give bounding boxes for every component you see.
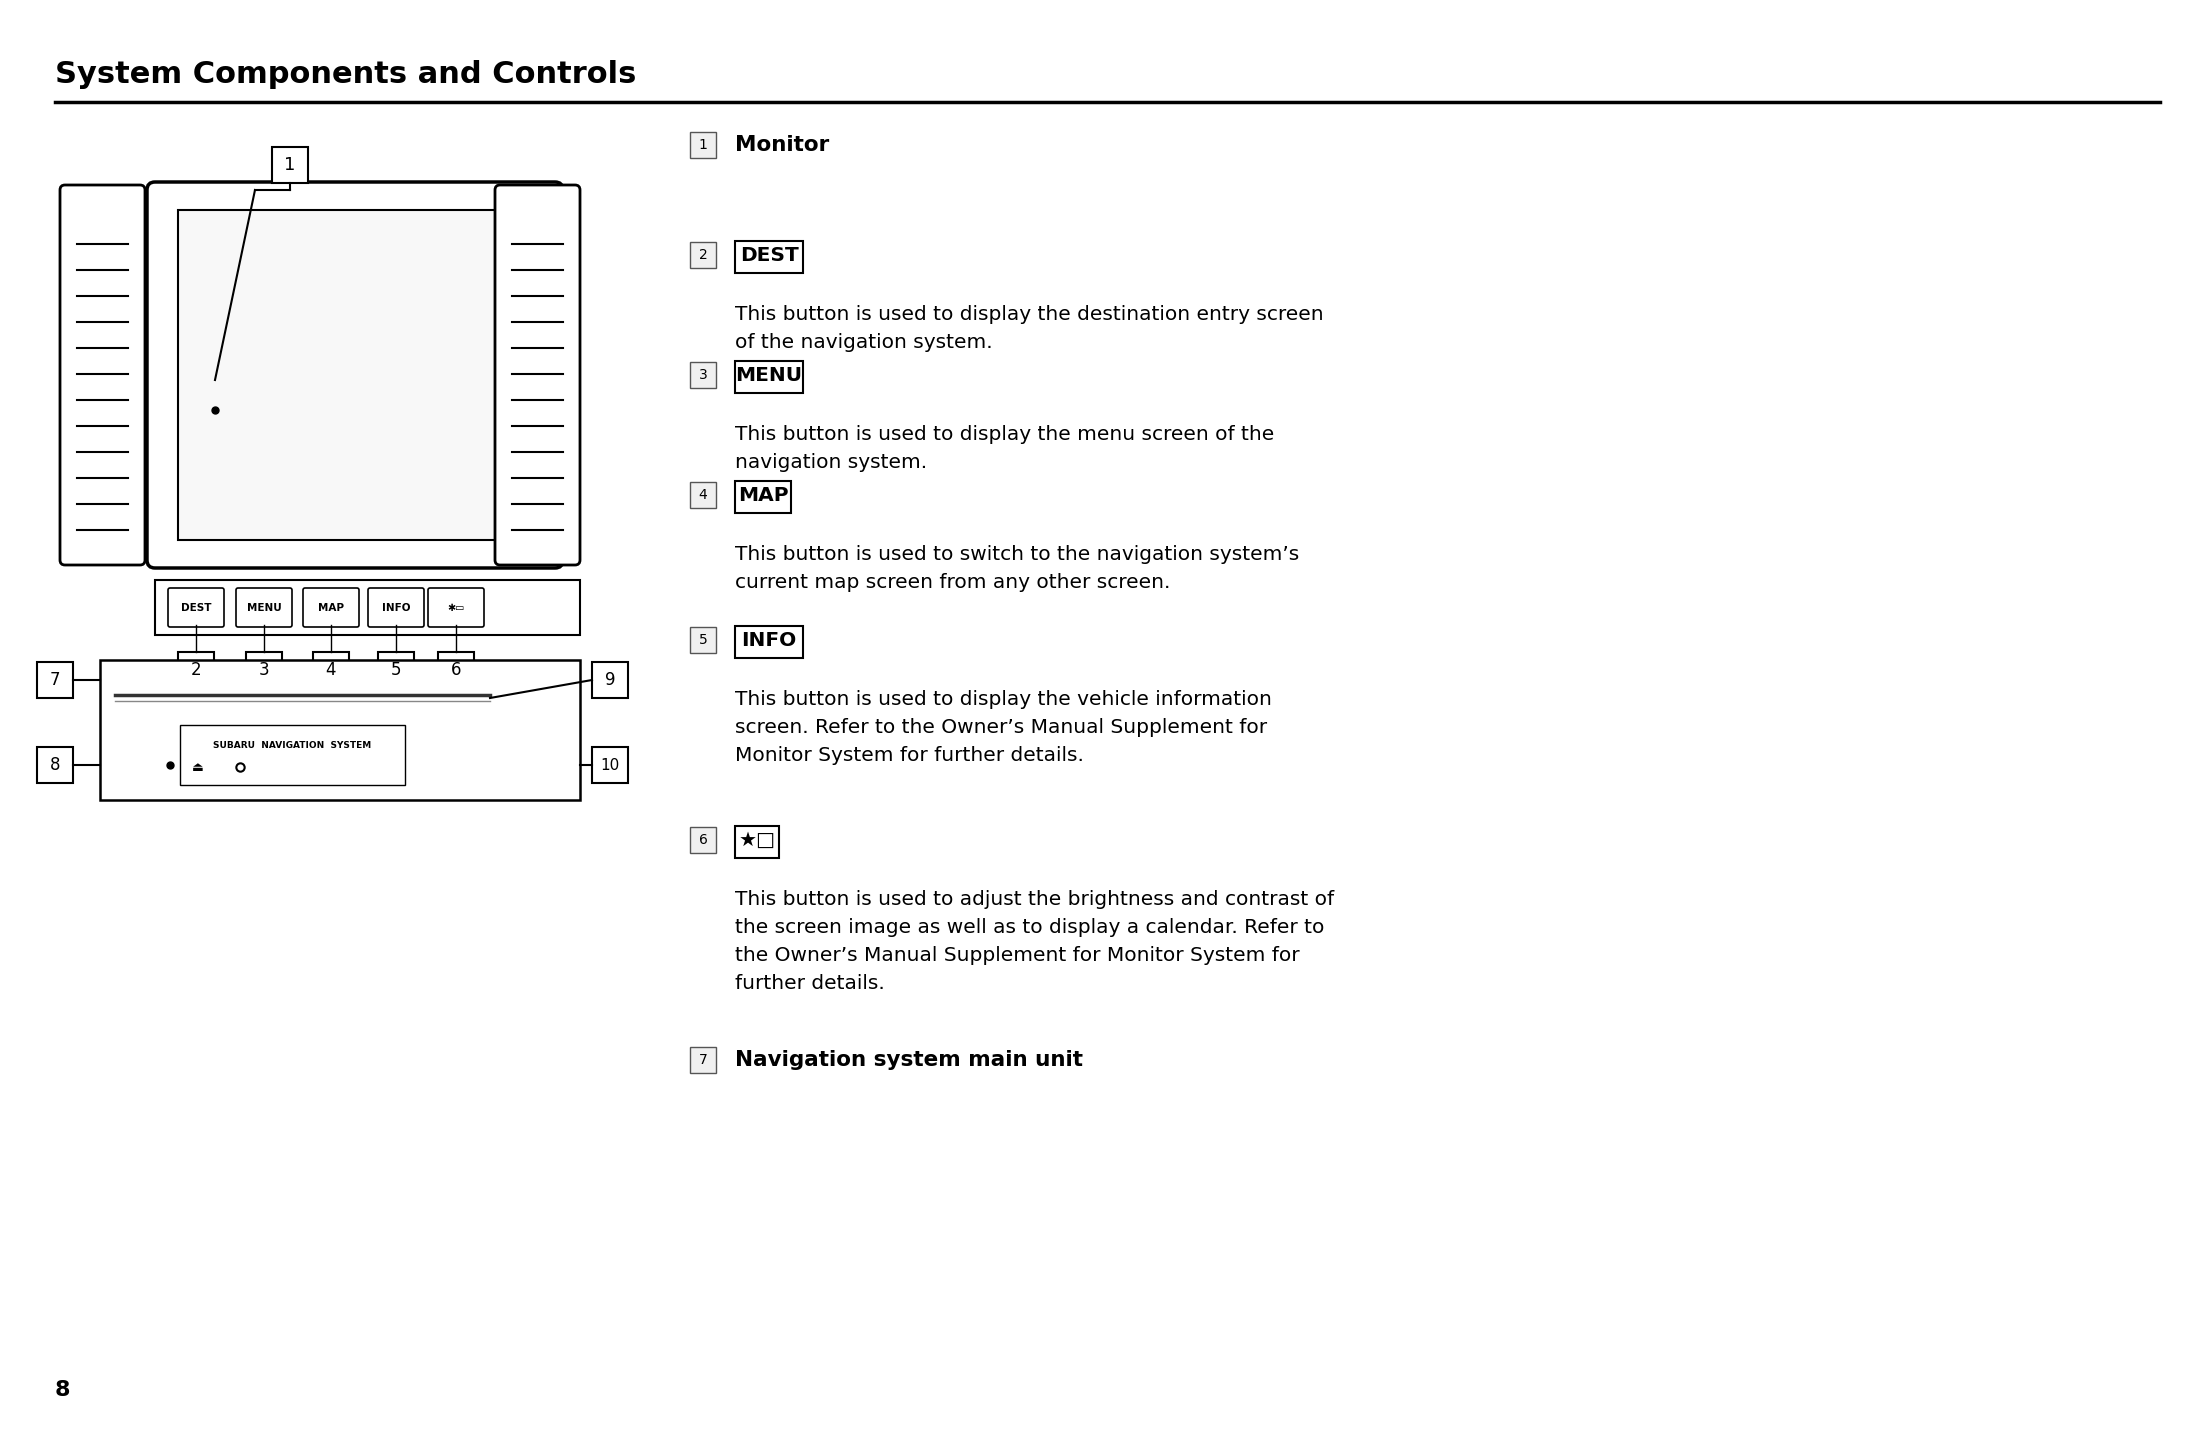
Text: This button is used to display the destination entry screen: This button is used to display the desti… [735,305,1323,325]
Bar [689,626,715,654]
Bar [735,480,790,513]
Text: 7: 7 [698,1052,707,1067]
FancyBboxPatch shape [236,588,291,626]
Text: 8: 8 [55,1380,71,1400]
FancyBboxPatch shape [60,184,146,565]
Text: ⏏: ⏏ [192,761,203,774]
Bar [38,746,73,784]
Text: MENU: MENU [735,366,802,385]
Text: MAP: MAP [737,486,788,505]
Text: 6: 6 [450,661,461,679]
Bar [689,132,715,157]
Text: 4: 4 [698,488,707,502]
Bar [38,662,73,698]
Text: 8: 8 [51,756,60,774]
FancyBboxPatch shape [168,588,223,626]
Bar [735,827,779,858]
Bar [314,652,349,688]
Text: 4: 4 [327,661,336,679]
FancyBboxPatch shape [148,182,563,568]
Bar [155,581,581,635]
Text: INFO: INFO [742,631,797,649]
Text: Monitor: Monitor [735,134,830,154]
Text: DEST: DEST [740,246,799,265]
Text: System Components and Controls: System Components and Controls [55,60,636,89]
Bar [378,652,415,688]
Text: current map screen from any other screen.: current map screen from any other screen… [735,573,1170,592]
Bar [735,360,804,393]
Text: This button is used to switch to the navigation system’s: This button is used to switch to the nav… [735,545,1298,563]
Bar [272,147,307,183]
Text: MAP: MAP [318,602,344,612]
Text: Navigation system main unit: Navigation system main unit [735,1050,1082,1070]
Bar [689,362,715,388]
Text: This button is used to display the vehicle information: This button is used to display the vehic… [735,691,1272,709]
Text: Monitor System for further details.: Monitor System for further details. [735,746,1084,765]
Bar [437,652,475,688]
Text: the screen image as well as to display a calendar. Refer to: the screen image as well as to display a… [735,918,1325,937]
Text: MENU: MENU [247,602,280,612]
Text: 1: 1 [698,139,707,152]
Text: 3: 3 [698,368,707,382]
Bar [689,482,715,508]
Text: navigation system.: navigation system. [735,453,927,472]
FancyBboxPatch shape [495,184,581,565]
Text: ✱▭: ✱▭ [448,602,464,612]
Text: 7: 7 [51,671,60,689]
Bar [689,1047,715,1072]
Text: 3: 3 [258,661,269,679]
Bar [99,661,581,799]
Bar [179,652,214,688]
FancyBboxPatch shape [428,588,484,626]
FancyBboxPatch shape [302,588,360,626]
Bar [689,242,715,267]
Bar [592,662,627,698]
Text: 2: 2 [190,661,201,679]
Text: DEST: DEST [181,602,212,612]
Text: This button is used to display the menu screen of the: This button is used to display the menu … [735,425,1274,443]
Bar [689,827,715,854]
Text: 5: 5 [698,633,707,646]
Text: SUBARU  NAVIGATION  SYSTEM: SUBARU NAVIGATION SYSTEM [214,741,371,749]
Text: of the navigation system.: of the navigation system. [735,333,994,352]
Text: the Owner’s Manual Supplement for Monitor System for: the Owner’s Manual Supplement for Monito… [735,947,1301,965]
Text: further details.: further details. [735,974,885,992]
Bar [181,725,404,785]
Text: 10: 10 [601,758,620,772]
Text: 5: 5 [391,661,402,679]
Bar [735,242,804,273]
Bar [735,626,804,658]
Bar [179,210,532,541]
Text: ★□: ★□ [737,831,775,849]
Bar [245,652,283,688]
Text: INFO: INFO [382,602,411,612]
Text: 9: 9 [605,671,616,689]
Text: screen. Refer to the Owner’s Manual Supplement for: screen. Refer to the Owner’s Manual Supp… [735,718,1267,736]
Text: 1: 1 [285,156,296,174]
Text: 6: 6 [698,834,707,847]
Text: This button is used to adjust the brightness and contrast of: This button is used to adjust the bright… [735,889,1334,909]
Bar [592,746,627,784]
FancyBboxPatch shape [369,588,424,626]
Text: 2: 2 [698,247,707,262]
